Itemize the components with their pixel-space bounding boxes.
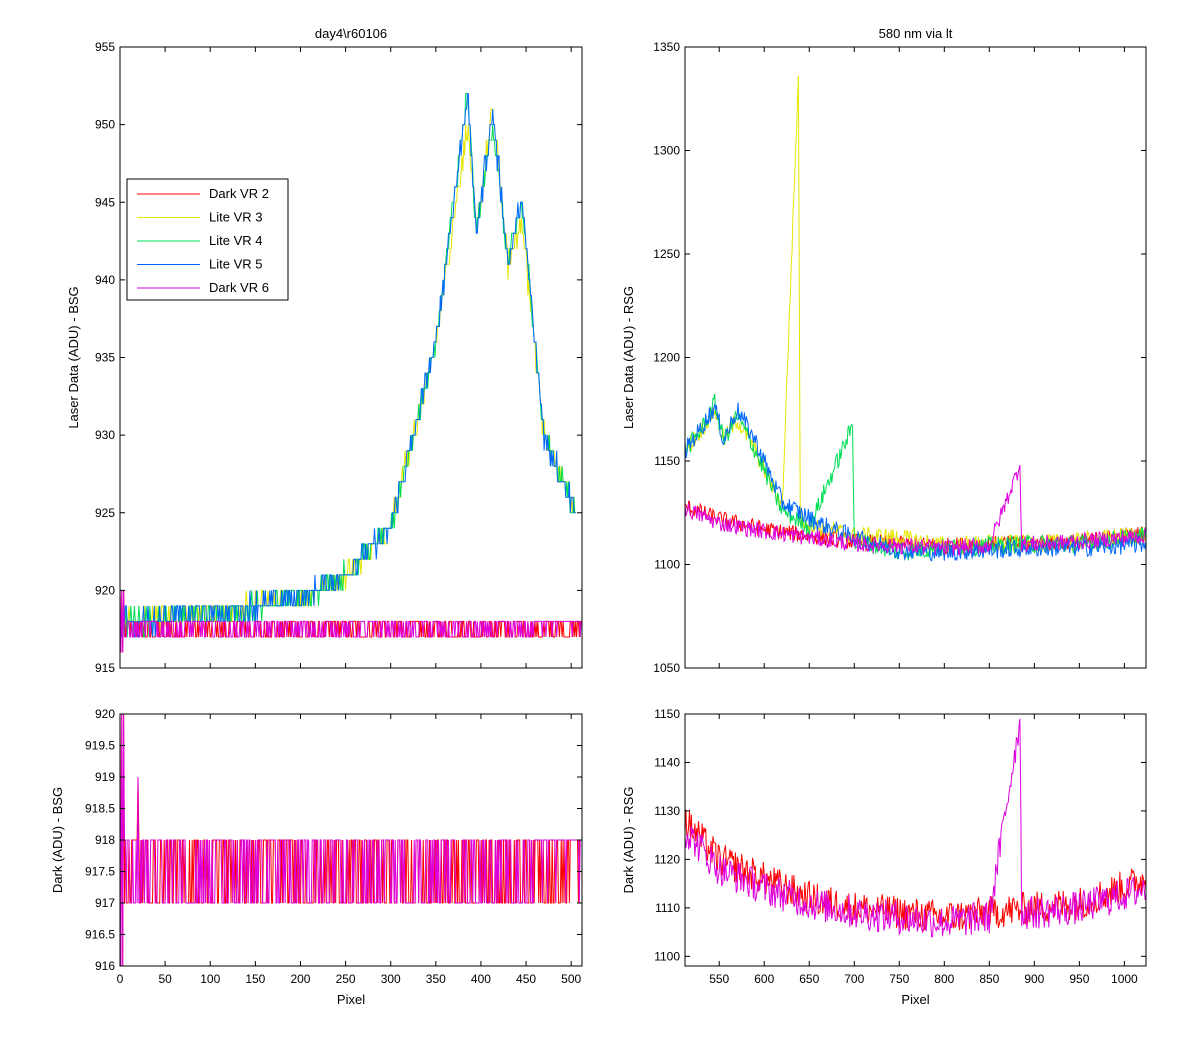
- ytick-label: 918: [95, 833, 115, 847]
- chart-panel-bottom-left: 916 916.5 917 917.5 918 918.5 919 919.5 920 0 50 10…: [50, 707, 583, 1007]
- ytick-label: 1200: [653, 351, 680, 365]
- chart-panel-top-left: 915 920 925 930 935 940 945 950 955 day4\r60106 La…: [66, 26, 583, 675]
- xtick-label: 950: [1069, 972, 1089, 986]
- xtick-label: 750: [889, 972, 909, 986]
- x-axis-label: Pixel: [901, 992, 929, 1007]
- axes-frame: [684, 713, 1147, 967]
- ytick-label: 945: [95, 195, 115, 209]
- xtick-label: 200: [290, 972, 310, 986]
- xtick-label: 450: [516, 972, 536, 986]
- ytick-label: 1130: [654, 804, 680, 818]
- legend: Dark VR 2 Lite VR 3 Lite VR 4 Lite VR 5 Dark…: [126, 178, 289, 301]
- plot-area: [685, 47, 1146, 668]
- series-group: [685, 718, 1146, 938]
- xtick-label: 150: [245, 972, 265, 986]
- ytick-label: 940: [95, 273, 115, 287]
- ytick-label: 1100: [654, 558, 680, 572]
- ytick-label: 955: [95, 40, 115, 54]
- ytick-label: 1050: [653, 661, 680, 675]
- y-axis-label: Laser Data (ADU) - BSG: [66, 286, 81, 428]
- ytick-label: 935: [95, 351, 115, 365]
- ytick-label: 919.5: [85, 739, 115, 753]
- ytick-label: 915: [95, 661, 115, 675]
- series-line-dark-vr-2: [120, 590, 582, 653]
- series-group: [120, 714, 582, 966]
- y-axis-label: Dark (ADU) - RSG: [621, 787, 636, 894]
- chart-panel-bottom-right: 1100 1110 1120 1130 1140 1150 550 600 650 700 750 8…: [621, 707, 1147, 1007]
- series-line-dark-vr-6: [685, 718, 1146, 938]
- chart-panel-top-right: 1050 1100 1150 1200 1250 1300 1350 580 nm via l…: [621, 26, 1147, 675]
- xtick-label: 50: [158, 972, 172, 986]
- y-axis-label: Laser Data (ADU) - RSG: [621, 286, 636, 429]
- xtick-label: 350: [426, 972, 446, 986]
- x-axis-label: Pixel: [337, 992, 365, 1007]
- ytick-label: 1120: [654, 852, 680, 866]
- series-line-dark-vr-6: [120, 714, 582, 966]
- legend-label: Lite VR 4: [209, 233, 262, 248]
- ytick-label: 1140: [654, 755, 680, 769]
- xtick-label: 550: [709, 972, 729, 986]
- series-line-lite-vr-5: [120, 93, 576, 638]
- xtick-label: 850: [979, 972, 999, 986]
- xtick-label: 1000: [1111, 972, 1138, 986]
- ytick-label: 930: [95, 428, 115, 442]
- ytick-label: 925: [95, 506, 115, 520]
- legend-label: Dark VR 6: [209, 280, 269, 295]
- legend-box: [126, 178, 289, 301]
- xtick-label: 800: [934, 972, 954, 986]
- plot-area: [685, 714, 1146, 966]
- xtick-label: 300: [381, 972, 401, 986]
- chart-title: day4\r60106: [315, 26, 387, 41]
- ytick-label: 1150: [654, 707, 680, 721]
- xtick-label: 100: [200, 972, 220, 986]
- xtick-label: 250: [336, 972, 356, 986]
- series-line-dark-vr-6: [120, 590, 582, 653]
- series-line-dark-vr-2: [120, 714, 582, 966]
- ytick-label: 950: [95, 118, 115, 132]
- plot-area: [120, 47, 582, 668]
- legend-label: Lite VR 3: [209, 210, 262, 225]
- ytick-label: 1110: [655, 901, 680, 915]
- xtick-label: 700: [844, 972, 864, 986]
- chart-title: 580 nm via lt: [879, 26, 953, 41]
- ytick-label: 1100: [654, 949, 680, 963]
- ytick-label: 1150: [654, 454, 680, 468]
- xtick-label: 0: [117, 972, 124, 986]
- ytick-label: 919: [95, 770, 115, 784]
- ytick-label: 920: [95, 707, 115, 721]
- ytick-label: 1250: [653, 247, 680, 261]
- legend-label: Dark VR 2: [209, 186, 269, 201]
- legend-label: Lite VR 5: [209, 257, 262, 272]
- xtick-label: 650: [799, 972, 819, 986]
- xtick-label: 400: [471, 972, 491, 986]
- xtick-label: 600: [754, 972, 774, 986]
- y-axis-label: Dark (ADU) - BSG: [50, 787, 65, 893]
- ytick-label: 916: [95, 959, 115, 973]
- ytick-label: 1350: [653, 40, 680, 54]
- ytick-label: 918.5: [85, 802, 115, 816]
- ytick-label: 917.5: [85, 865, 115, 879]
- ytick-label: 916.5: [85, 928, 115, 942]
- series-group: [120, 93, 582, 653]
- ytick-label: 917: [95, 896, 115, 910]
- ytick-label: 1300: [653, 144, 680, 158]
- ytick-label: 920: [95, 583, 115, 597]
- xtick-label: 900: [1024, 972, 1044, 986]
- xtick-label: 500: [561, 972, 581, 986]
- series-group: [685, 75, 1146, 562]
- series-line-dark-vr-6: [685, 464, 1146, 556]
